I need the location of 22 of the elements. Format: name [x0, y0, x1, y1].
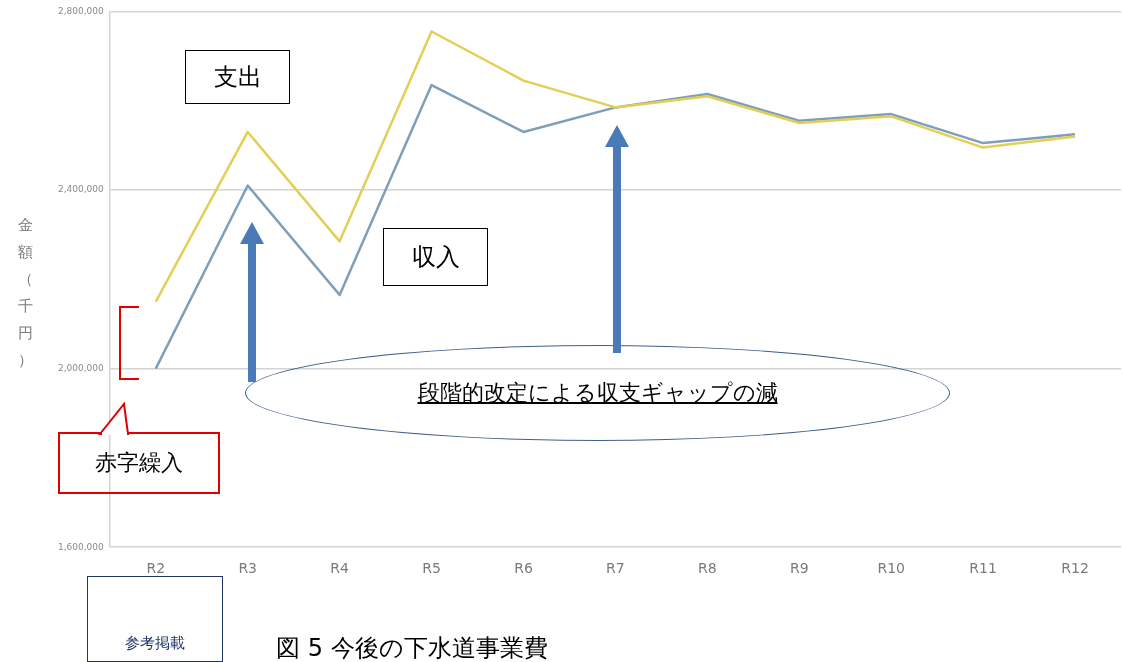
y-tick-label: 2,800,000	[57, 5, 105, 16]
x-tick-label: R10	[877, 560, 905, 577]
x-tick-label: R4	[330, 560, 350, 577]
x-tick-label: R7	[606, 560, 625, 577]
text: 参考掲載	[87, 576, 223, 662]
annotation: 収入	[383, 228, 488, 286]
y-axis-title: 金額（千円）	[16, 215, 34, 371]
annotation: 支出	[185, 50, 290, 104]
x-tick-label: R2	[146, 560, 166, 577]
x-tick-label: R6	[514, 560, 533, 577]
x-tick-label: R9	[789, 560, 809, 577]
y-tick-label: 2,400,000	[57, 184, 105, 195]
annotation: 赤字繰入	[58, 432, 220, 494]
x-tick-label: R5	[422, 560, 441, 577]
x-tick-label: R3	[238, 560, 258, 577]
x-tick-label: R11	[969, 560, 997, 577]
y-tick-label: 1,600,000	[57, 541, 105, 552]
x-tick-label: R12	[1061, 560, 1089, 577]
x-tick-label: R8	[698, 560, 717, 577]
y-tick-label: 2,000,000	[57, 362, 105, 373]
annotation: 段階的改定による収支ギャップの減	[245, 345, 950, 441]
caption: 図 5 今後の下水道事業費	[276, 633, 548, 662]
